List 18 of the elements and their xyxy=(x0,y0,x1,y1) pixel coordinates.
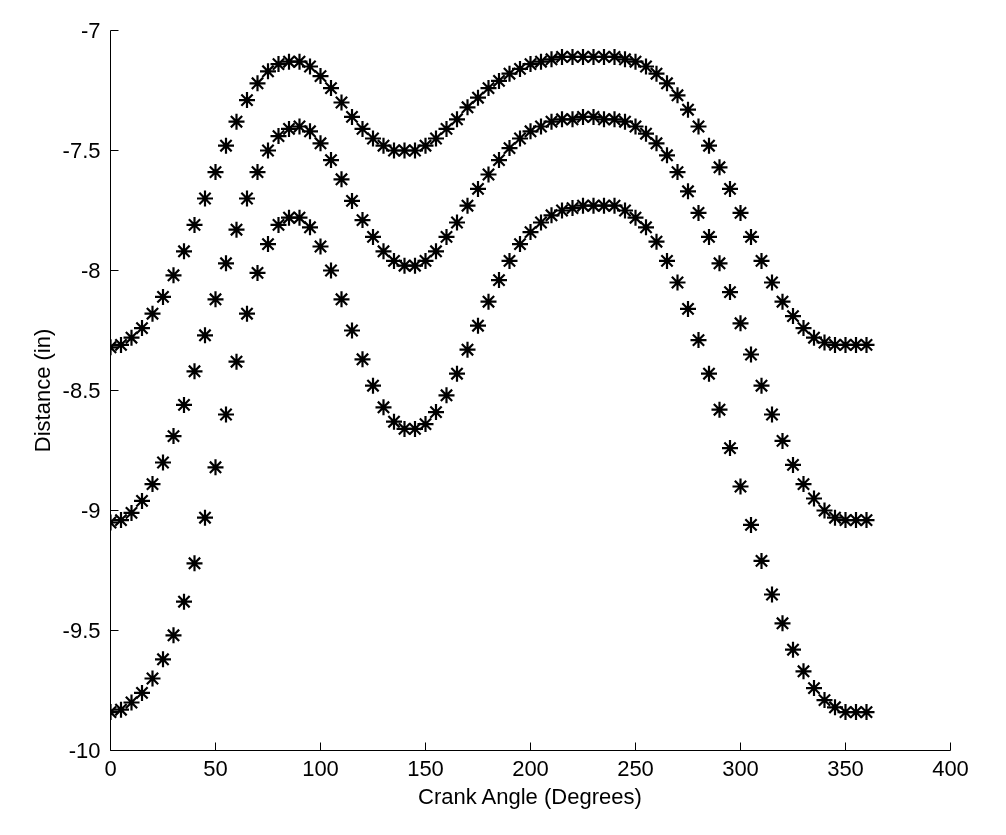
y-tick-label: -8.5 xyxy=(62,378,101,403)
y-tick-label: -7.5 xyxy=(62,138,101,163)
x-tick-label: 300 xyxy=(722,755,759,781)
y-tick-label: -9 xyxy=(80,498,101,523)
x-tick-label: 250 xyxy=(617,755,654,781)
x-tick-label: 350 xyxy=(827,755,864,781)
x-tick-label: 50 xyxy=(203,755,228,781)
x-tick-label: 200 xyxy=(512,755,549,781)
x-tick-label: 0 xyxy=(104,755,117,781)
x-tick-label: 150 xyxy=(407,755,444,781)
y-axis-title: Distance (in) xyxy=(29,328,55,453)
y-tick-label: -9.5 xyxy=(62,618,101,643)
y-tick-label: -10 xyxy=(68,738,101,763)
y-tick-label: -7 xyxy=(80,18,101,43)
x-tick-label: 100 xyxy=(302,755,339,781)
x-tick-label: 400 xyxy=(932,755,969,781)
x-axis-title: Crank Angle (Degrees) xyxy=(418,783,642,809)
y-tick-label: -8 xyxy=(80,258,101,283)
